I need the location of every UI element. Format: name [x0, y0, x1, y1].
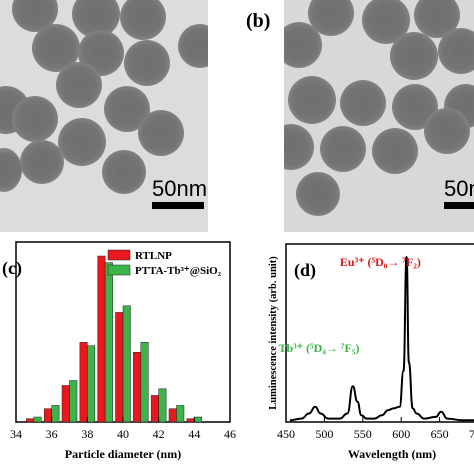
histogram-bar	[140, 342, 149, 423]
nanoparticle	[296, 172, 340, 216]
scale-bar	[444, 202, 474, 209]
nanoparticle	[20, 140, 64, 184]
nanoparticle	[178, 24, 208, 68]
legend-swatch	[107, 249, 131, 261]
histogram-bar	[122, 305, 131, 423]
panel-label-c: (c)	[2, 258, 22, 279]
histogram-bar	[43, 408, 52, 423]
histogram-bar	[104, 262, 113, 423]
legend-label: RTLNP	[135, 250, 172, 262]
y-axis-label: Luminescence intensity (arb. unit)	[268, 256, 279, 410]
histogram-bar	[158, 388, 167, 423]
histogram-bar	[97, 255, 106, 423]
nanoparticle	[340, 80, 386, 126]
histogram-bar	[133, 352, 142, 423]
nanoparticle	[12, 96, 58, 142]
x-tick-label: 38	[81, 427, 93, 441]
x-tick-label: 600	[392, 427, 410, 441]
x-axis-label: Particle diameter (nm)	[65, 447, 181, 461]
x-axis-label: Wavelength (nm)	[348, 447, 436, 461]
nanoparticle	[320, 126, 366, 172]
legend-label: PTTA-Tb³⁺@SiO₂	[135, 265, 222, 277]
emission-spectrum-chart: (d) 450 500 550 600 650 700 Wavelength (nm) Lumi…	[268, 243, 474, 461]
histogram-bar	[115, 312, 124, 423]
peak-annotation: Eu³⁺ (⁵D₀→ ⁷F₂)	[340, 255, 421, 269]
nanoparticle	[390, 32, 438, 80]
histogram-bar	[51, 405, 60, 423]
histogram-bar	[168, 408, 177, 423]
histogram-bar	[87, 345, 96, 423]
nanoparticle	[288, 76, 336, 124]
nanoparticle	[438, 28, 474, 74]
tem-image-a: 50nm	[0, 0, 208, 232]
panel-label-b: (b)	[246, 10, 271, 32]
panel-label-d: (d)	[294, 260, 316, 281]
nanoparticle	[102, 150, 146, 194]
nanoparticle	[284, 124, 314, 170]
x-tick-label: 700	[469, 427, 474, 441]
x-tick-label: 46	[224, 427, 236, 441]
x-tick-label: 500	[315, 427, 333, 441]
x-tick-label: 44	[188, 427, 200, 441]
tem-image-b: 50nm	[284, 0, 474, 232]
histogram-bar	[33, 416, 42, 423]
x-tick-label: 450	[277, 427, 295, 441]
peak-annotation: Tb³⁺ (⁵D₄→ ⁷F₅)	[278, 341, 359, 355]
scale-bar-label: 50nm	[444, 176, 474, 201]
histogram-bar	[186, 418, 195, 423]
scale-bar-label: 50nm	[152, 176, 208, 201]
histogram-bar	[69, 380, 78, 423]
scale-bar	[152, 202, 204, 209]
spectrum-line	[289, 256, 474, 422]
x-tick-label: 550	[354, 427, 372, 441]
nanoparticle	[120, 0, 166, 40]
nanoparticle	[138, 110, 184, 156]
legend-swatch	[107, 264, 131, 276]
x-tick-label: 40	[117, 427, 129, 441]
nanoparticle	[58, 118, 106, 166]
nanoparticle	[284, 22, 322, 68]
histogram-bar	[26, 418, 35, 423]
histogram-bar	[79, 342, 88, 423]
histogram-chart: (c) 34 36 38 40 42 44 46 Particle diameter (nm) R…	[2, 241, 236, 461]
x-tick-label: 650	[431, 427, 449, 441]
plot-frame	[285, 243, 474, 423]
histogram-bar	[194, 416, 203, 423]
nanoparticle	[124, 40, 170, 86]
nanoparticle	[56, 62, 102, 108]
histogram-bar	[61, 385, 70, 423]
x-tick-label: 42	[153, 427, 165, 441]
x-tick-label: 36	[46, 427, 58, 441]
nanoparticle	[372, 128, 418, 174]
histogram-bar	[150, 395, 159, 423]
nanoparticle	[0, 148, 22, 192]
histogram-bar	[176, 405, 185, 423]
x-tick-label: 34	[10, 427, 22, 441]
nanoparticle	[424, 108, 470, 154]
